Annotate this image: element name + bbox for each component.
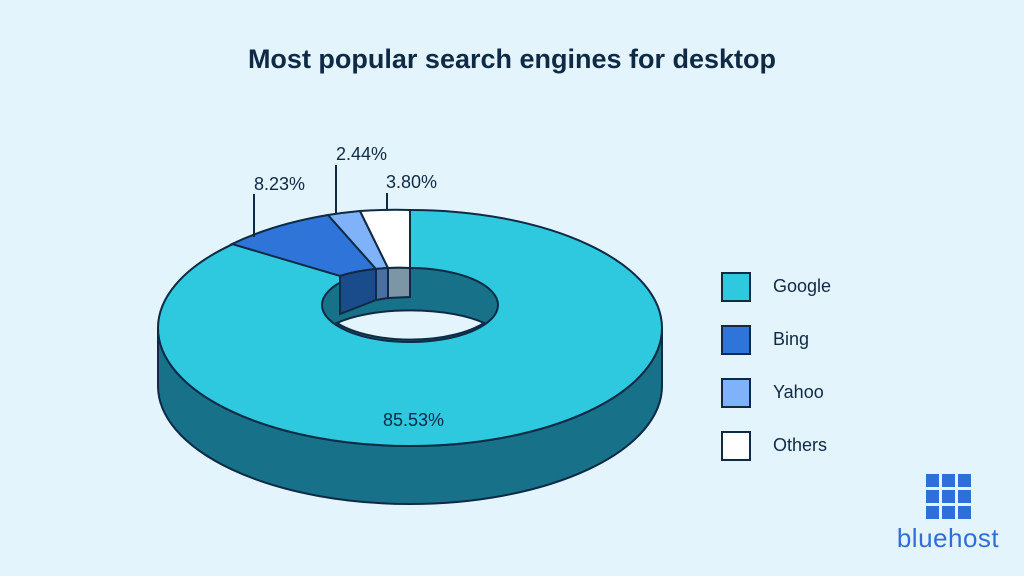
legend-label: Others: [773, 435, 828, 455]
hole-wall-others: [387, 266, 411, 300]
legend-label: Bing: [773, 329, 810, 349]
legend: Google Bing Yahoo Others: [721, 260, 831, 472]
grid-logo-icon: [893, 474, 1003, 519]
bluehost-logo: bluehost: [893, 474, 1003, 554]
legend-swatch-google: [721, 271, 751, 302]
legend-swatch-bing: [721, 324, 751, 355]
hole-floor: [334, 309, 487, 341]
legend-item-yahoo[interactable]: Yahoo: [721, 366, 831, 419]
legend-label: Google: [773, 276, 832, 296]
label-bing: 8.23%: [254, 174, 305, 194]
hole-wall-bing: [339, 267, 377, 316]
label-others: 3.80%: [386, 172, 437, 192]
chart-title: Most popular search engines for desktop: [247, 44, 777, 74]
legend-item-others[interactable]: Others: [721, 419, 831, 472]
hole-wall-yahoo: [375, 266, 389, 302]
legend-label: Yahoo: [773, 382, 824, 402]
legend-swatch-yahoo: [721, 377, 751, 408]
label-yahoo: 2.44%: [336, 144, 387, 164]
label-google: 85.53%: [383, 410, 444, 430]
legend-item-bing[interactable]: Bing: [721, 313, 831, 366]
brand-name: bluehost: [896, 523, 1000, 553]
legend-item-google[interactable]: Google: [721, 260, 831, 313]
legend-swatch-others: [721, 430, 751, 461]
